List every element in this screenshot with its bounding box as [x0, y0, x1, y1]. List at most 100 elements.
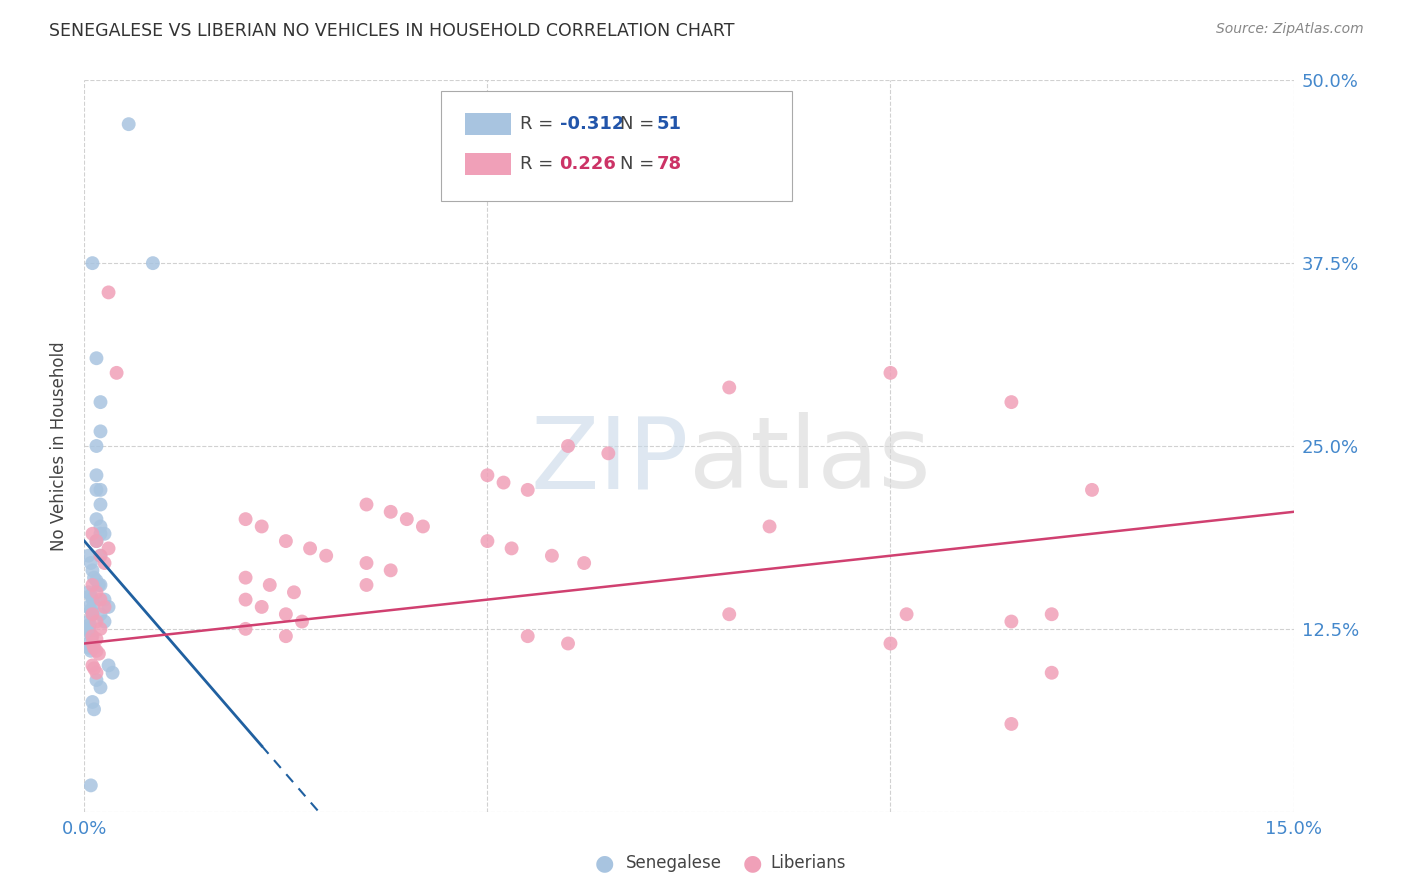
Text: 51: 51	[657, 115, 682, 133]
Senegalese	[89, 526, 111, 541]
Liberians	[250, 519, 273, 533]
Liberians	[380, 505, 402, 519]
Liberians	[86, 644, 108, 658]
Text: 0.226: 0.226	[560, 155, 616, 173]
Text: atlas: atlas	[689, 412, 931, 509]
Senegalese	[80, 588, 103, 602]
Senegalese	[89, 425, 111, 439]
Liberians	[879, 366, 901, 380]
Senegalese	[77, 549, 100, 563]
Text: -0.312: -0.312	[560, 115, 624, 133]
Liberians	[250, 599, 273, 614]
Senegalese	[93, 526, 115, 541]
Senegalese	[86, 574, 108, 588]
Senegalese	[142, 256, 165, 270]
Y-axis label: No Vehicles in Household: No Vehicles in Household	[51, 341, 69, 551]
Text: Liberians: Liberians	[770, 855, 846, 872]
Liberians	[477, 534, 499, 549]
Text: N =: N =	[620, 155, 659, 173]
Senegalese	[97, 658, 120, 673]
Liberians	[356, 578, 378, 592]
Senegalese	[89, 681, 111, 695]
Senegalese	[118, 117, 141, 131]
Liberians	[93, 599, 115, 614]
Liberians	[1000, 615, 1022, 629]
Senegalese	[86, 512, 108, 526]
Senegalese	[89, 549, 111, 563]
Liberians	[896, 607, 918, 622]
Senegalese	[77, 622, 100, 636]
Liberians	[86, 665, 108, 680]
Liberians	[557, 439, 579, 453]
Liberians	[86, 632, 108, 646]
Senegalese	[93, 615, 115, 629]
Senegalese	[80, 644, 103, 658]
Text: ZIP: ZIP	[530, 412, 689, 509]
Liberians	[235, 592, 257, 607]
Liberians	[516, 629, 538, 643]
Liberians	[492, 475, 515, 490]
Senegalese	[80, 778, 103, 792]
Liberians	[718, 607, 741, 622]
Senegalese	[77, 599, 100, 614]
Senegalese	[93, 592, 115, 607]
Senegalese	[83, 597, 105, 611]
Senegalese	[82, 563, 104, 577]
Liberians	[105, 366, 128, 380]
Liberians	[97, 285, 120, 300]
Liberians	[315, 549, 337, 563]
Senegalese	[77, 640, 100, 655]
Liberians	[82, 578, 104, 592]
Senegalese	[82, 256, 104, 270]
Text: R =: R =	[520, 115, 558, 133]
FancyBboxPatch shape	[441, 91, 792, 201]
Senegalese	[86, 439, 108, 453]
Senegalese	[87, 578, 110, 592]
Liberians	[274, 534, 297, 549]
Senegalese	[80, 556, 103, 570]
Senegalese	[83, 702, 105, 716]
Liberians	[598, 446, 620, 460]
Liberians	[274, 629, 297, 643]
Senegalese	[89, 607, 111, 622]
Senegalese	[77, 585, 100, 599]
Senegalese	[89, 578, 111, 592]
Senegalese	[77, 636, 100, 650]
Senegalese	[86, 468, 108, 483]
Senegalese	[89, 395, 111, 409]
Liberians	[572, 556, 595, 570]
Senegalese	[79, 626, 101, 640]
Liberians	[82, 658, 104, 673]
Senegalese	[86, 534, 108, 549]
Liberians	[1000, 395, 1022, 409]
Liberians	[380, 563, 402, 577]
Liberians	[541, 549, 564, 563]
Text: R =: R =	[520, 155, 558, 173]
Senegalese	[86, 351, 108, 366]
Senegalese	[86, 673, 108, 687]
Text: N =: N =	[620, 115, 659, 133]
Liberians	[89, 549, 111, 563]
Senegalese	[82, 695, 104, 709]
FancyBboxPatch shape	[465, 153, 512, 176]
Senegalese	[80, 603, 103, 617]
Liberians	[274, 607, 297, 622]
Liberians	[718, 380, 741, 394]
Liberians	[83, 640, 105, 655]
Liberians	[501, 541, 523, 556]
Liberians	[235, 571, 257, 585]
Text: SENEGALESE VS LIBERIAN NO VEHICLES IN HOUSEHOLD CORRELATION CHART: SENEGALESE VS LIBERIAN NO VEHICLES IN HO…	[49, 22, 735, 40]
Liberians	[97, 541, 120, 556]
Liberians	[89, 592, 111, 607]
Text: ●: ●	[595, 854, 614, 873]
Liberians	[395, 512, 418, 526]
Liberians	[557, 636, 579, 650]
Liberians	[93, 556, 115, 570]
Text: 78: 78	[657, 155, 682, 173]
Liberians	[283, 585, 305, 599]
Liberians	[1040, 607, 1063, 622]
Senegalese	[77, 615, 100, 629]
Senegalese	[79, 617, 101, 632]
FancyBboxPatch shape	[465, 113, 512, 136]
Liberians	[86, 585, 108, 599]
